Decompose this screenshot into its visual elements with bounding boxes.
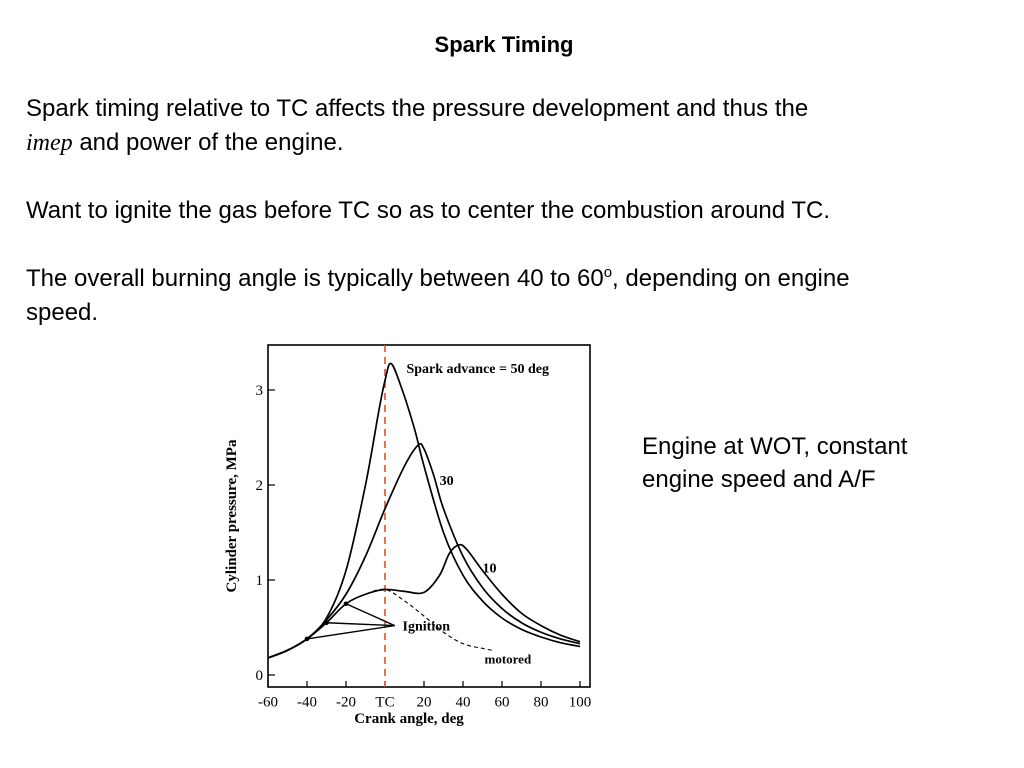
x-tick-label: 20 (417, 695, 432, 711)
burning-angle-text-after: , depending on engine (612, 265, 850, 292)
ignition-point (324, 620, 329, 626)
paragraph-burning-angle: The overall burning angle is typically b… (26, 262, 1006, 330)
figure-caption: Engine at WOT, constant engine speed and… (642, 430, 1002, 496)
axis-ticks: -60 -40 -20 TC 20 40 60 80 100 0 1 2 3 Crank angle, d… (224, 383, 591, 727)
x-tick-label: 80 (534, 695, 549, 711)
imep-term: imep (26, 130, 73, 156)
chart-labels: Spark advance = 50 deg 30 10 Ignition motore… (403, 362, 549, 667)
y-tick-label: 1 (256, 573, 264, 589)
x-tick-label: -60 (258, 695, 278, 711)
x-axis-label: Crank angle, deg (354, 711, 464, 727)
pressure-curve-10 (268, 543, 581, 659)
y-tick-label: 3 (256, 383, 264, 399)
plot-frame (267, 344, 591, 688)
ignition-pointer (326, 622, 395, 627)
pressure-curve-30 (268, 442, 581, 659)
ignition-markers (304, 601, 396, 642)
x-tick-label: 60 (495, 695, 510, 711)
spark-advance-label: Spark advance = 50 deg (406, 362, 549, 377)
x-tick-label: 40 (456, 695, 471, 711)
ignition-point (343, 601, 349, 607)
ignition-pointer (306, 624, 395, 640)
paragraph-spark-timing: Spark timing relative to TC affects the … (26, 92, 1006, 160)
ignition-label: Ignition (403, 619, 451, 634)
caption-line-2: engine speed and A/F (642, 466, 876, 493)
curve-30-label: 30 (440, 474, 454, 489)
ignition-point (304, 636, 310, 642)
x-tick-label: -20 (336, 695, 356, 711)
degree-superscript: o (603, 264, 613, 281)
curve-10-label: 10 (483, 561, 497, 576)
x-tick-label: 100 (569, 695, 592, 711)
ignition-pointer (345, 603, 396, 627)
y-tick-label: 2 (256, 478, 264, 494)
burning-angle-line-2: speed. (26, 299, 99, 326)
paragraph-line-2: imep and power of the engine. (26, 126, 1006, 160)
pressure-curve-motored (268, 588, 493, 659)
x-tick-label: TC (375, 695, 394, 711)
burning-angle-text: The overall burning angle is typically b… (26, 265, 604, 292)
paragraph-line-2-rest: and power of the engine. (72, 129, 344, 156)
motored-label: motored (484, 652, 531, 667)
y-axis-label: Cylinder pressure, MPa (224, 439, 240, 592)
paragraph-ignite: Want to ignite the gas before TC so as t… (26, 197, 830, 224)
slide-title: Spark Timing (434, 32, 574, 57)
paragraph-line-1: Spark timing relative to TC affects the … (26, 95, 809, 122)
x-tick-label: -40 (297, 695, 317, 711)
burning-angle-line-1: The overall burning angle is typically b… (26, 262, 1006, 296)
pressure-curve-spark-advance-50-deg (268, 362, 581, 659)
caption-line-1: Engine at WOT, constant (642, 433, 908, 460)
y-tick-label: 0 (256, 668, 264, 684)
curves (268, 362, 581, 659)
